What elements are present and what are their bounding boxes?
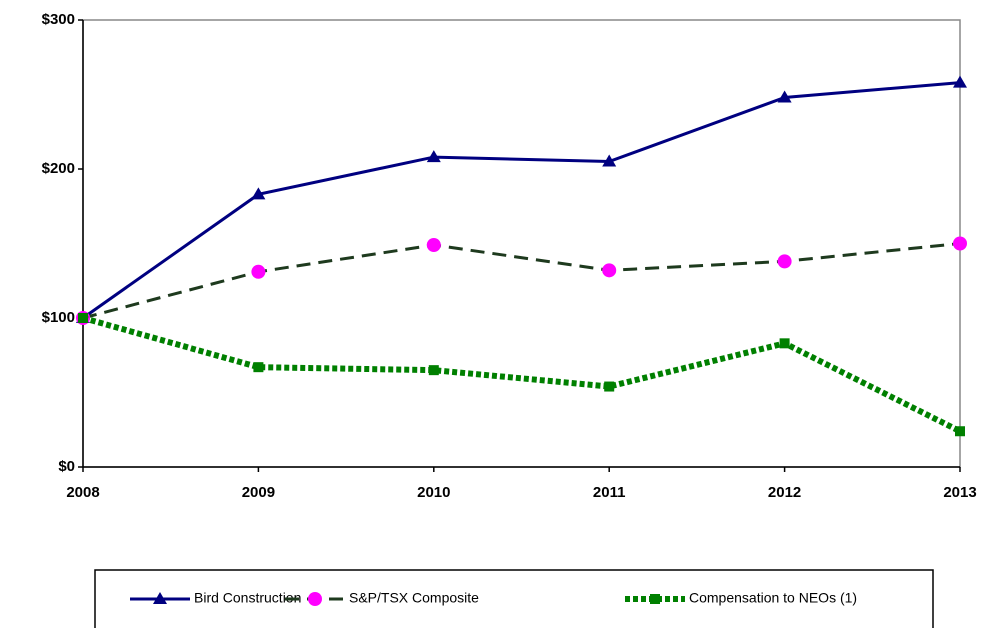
marker <box>602 154 617 167</box>
y-tick-label: $300 <box>42 11 75 28</box>
marker <box>251 187 266 200</box>
legend-marker <box>153 592 167 604</box>
x-tick-label: 2011 <box>593 484 626 501</box>
legend-label: Bird Construction <box>194 590 301 606</box>
series-line <box>82 315 962 434</box>
x-tick-label: 2009 <box>242 484 275 501</box>
legend-marker <box>308 592 322 606</box>
x-tick-label: 2008 <box>66 484 99 501</box>
marker <box>604 381 615 392</box>
marker <box>953 75 967 88</box>
y-tick-label: $0 <box>58 458 75 475</box>
x-tick-label: 2010 <box>417 484 450 501</box>
marker <box>78 313 88 323</box>
marker <box>602 263 617 278</box>
y-tick-label: $200 <box>42 160 75 177</box>
marker <box>428 365 439 376</box>
legend-label: S&P/TSX Composite <box>349 590 479 606</box>
legend-label: Compensation to NEOs (1) <box>689 590 857 606</box>
marker <box>253 362 264 373</box>
marker <box>777 90 792 103</box>
marker <box>251 264 266 279</box>
legend-marker <box>650 594 660 604</box>
y-tick-label: $100 <box>42 309 75 326</box>
x-tick-label: 2013 <box>943 484 976 501</box>
legend-box <box>94 569 934 628</box>
marker <box>426 150 441 163</box>
series-line <box>82 81 961 320</box>
marker <box>777 254 792 269</box>
marker <box>779 338 790 349</box>
x-tick-label: 2012 <box>768 484 801 501</box>
series-line <box>82 242 961 320</box>
marker <box>955 426 965 437</box>
marker <box>426 237 441 252</box>
plot-border <box>82 19 961 468</box>
marker <box>953 236 967 251</box>
